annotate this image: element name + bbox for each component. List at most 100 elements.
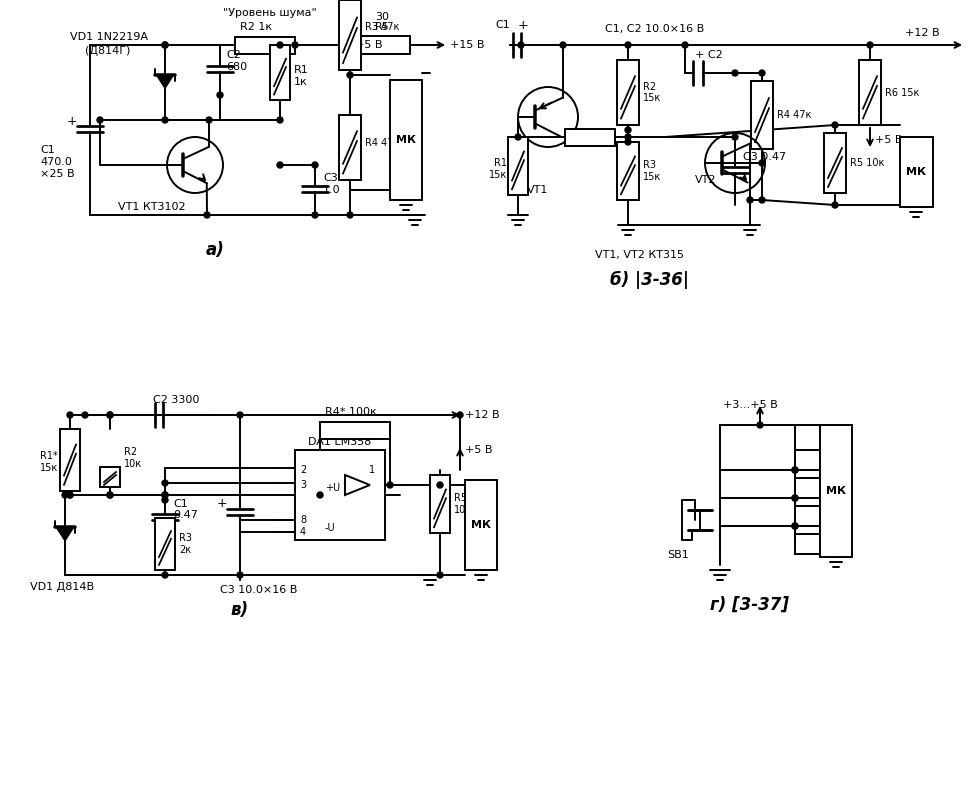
Circle shape	[107, 492, 112, 498]
Text: C3 10.0×16 В: C3 10.0×16 В	[220, 585, 297, 595]
Bar	[823, 133, 845, 193]
Bar	[508, 137, 527, 195]
Text: 2: 2	[299, 465, 306, 475]
Circle shape	[107, 492, 112, 498]
Circle shape	[97, 117, 103, 123]
Text: +5 В: +5 В	[465, 445, 492, 455]
Circle shape	[791, 467, 797, 473]
Circle shape	[161, 480, 168, 486]
Text: 3: 3	[299, 480, 306, 490]
Text: +5 В: +5 В	[874, 135, 902, 145]
Circle shape	[161, 497, 168, 503]
Circle shape	[312, 212, 318, 218]
Bar	[794, 450, 822, 470]
Text: +: +	[517, 18, 528, 32]
Circle shape	[237, 412, 243, 418]
Text: R1
15к: R1 15к	[488, 158, 507, 180]
Text: R4* 100к: R4* 100к	[325, 407, 377, 417]
Text: R6 15к: R6 15к	[884, 88, 918, 97]
Circle shape	[746, 197, 752, 203]
Circle shape	[791, 495, 797, 501]
Bar	[338, 115, 361, 180]
Circle shape	[732, 134, 737, 140]
Circle shape	[791, 523, 797, 529]
Text: VD1 Д814В: VD1 Д814В	[30, 582, 94, 592]
Text: R: R	[825, 483, 833, 493]
Text: (Д814Г): (Д814Г)	[85, 46, 130, 56]
Circle shape	[277, 162, 283, 168]
Text: C1: C1	[173, 498, 188, 509]
Circle shape	[514, 134, 520, 140]
Text: C3: C3	[323, 173, 337, 183]
Text: 1к: 1к	[293, 77, 307, 87]
Text: 1: 1	[369, 465, 375, 475]
Text: 680: 680	[226, 62, 246, 72]
Text: R5 10к: R5 10к	[849, 158, 883, 168]
Circle shape	[624, 134, 631, 140]
Bar	[616, 60, 639, 125]
Circle shape	[277, 117, 283, 123]
Text: VT2: VT2	[694, 175, 716, 185]
Text: VT1 КТ3102: VT1 КТ3102	[118, 202, 186, 212]
Text: 470.0: 470.0	[40, 157, 71, 167]
Text: R2
15к: R2 15к	[643, 81, 660, 103]
Circle shape	[732, 70, 737, 76]
Bar	[270, 45, 289, 100]
Text: +U: +U	[325, 483, 339, 493]
Text: R1*
15к: R1* 15к	[40, 451, 58, 472]
Text: DA1 LM358: DA1 LM358	[308, 437, 372, 447]
Text: МК: МК	[825, 486, 845, 496]
Text: МК: МК	[906, 167, 925, 177]
Text: R2 1к: R2 1к	[240, 22, 272, 32]
Bar	[794, 506, 822, 526]
Circle shape	[161, 492, 168, 498]
Circle shape	[457, 412, 463, 418]
Text: R5
10к: R5 10к	[454, 493, 471, 515]
Circle shape	[237, 572, 243, 578]
Bar	[465, 480, 497, 570]
Text: C1: C1	[40, 145, 55, 155]
Bar	[355, 36, 410, 54]
Circle shape	[161, 117, 168, 123]
Circle shape	[867, 42, 872, 48]
Text: C1: C1	[495, 20, 510, 30]
Text: МК: МК	[395, 135, 416, 145]
Circle shape	[107, 412, 112, 418]
Circle shape	[317, 492, 323, 498]
Bar	[320, 422, 389, 438]
Text: ×25 В: ×25 В	[40, 169, 74, 179]
Bar	[389, 80, 422, 200]
Circle shape	[107, 412, 112, 418]
Text: а): а)	[205, 241, 224, 259]
Bar	[338, 0, 361, 70]
Text: МК: МК	[470, 520, 491, 530]
Circle shape	[831, 202, 837, 208]
Text: +3...+5 В: +3...+5 В	[722, 400, 777, 410]
Text: R3 47к: R3 47к	[365, 22, 399, 32]
Circle shape	[831, 122, 837, 128]
Circle shape	[756, 422, 762, 428]
Text: VD1 1N2219A: VD1 1N2219A	[70, 32, 148, 42]
Text: 4: 4	[299, 527, 306, 537]
Circle shape	[624, 139, 631, 145]
Bar	[616, 142, 639, 200]
Text: R4 47к: R4 47к	[777, 110, 811, 120]
Bar	[750, 81, 773, 149]
Text: R: R	[825, 539, 833, 549]
Circle shape	[205, 117, 212, 123]
Circle shape	[161, 492, 168, 498]
Text: в): в)	[231, 601, 248, 619]
Text: +15 В: +15 В	[450, 40, 484, 50]
Text: +12 В: +12 В	[465, 410, 499, 420]
Circle shape	[682, 42, 688, 48]
Circle shape	[559, 42, 565, 48]
Circle shape	[277, 42, 283, 48]
Text: R4 47к: R4 47к	[365, 137, 399, 148]
Bar	[794, 534, 822, 554]
Bar	[858, 60, 880, 125]
Bar	[794, 478, 822, 498]
Circle shape	[517, 42, 523, 48]
Bar	[155, 518, 175, 570]
Circle shape	[161, 572, 168, 578]
Polygon shape	[344, 475, 370, 495]
